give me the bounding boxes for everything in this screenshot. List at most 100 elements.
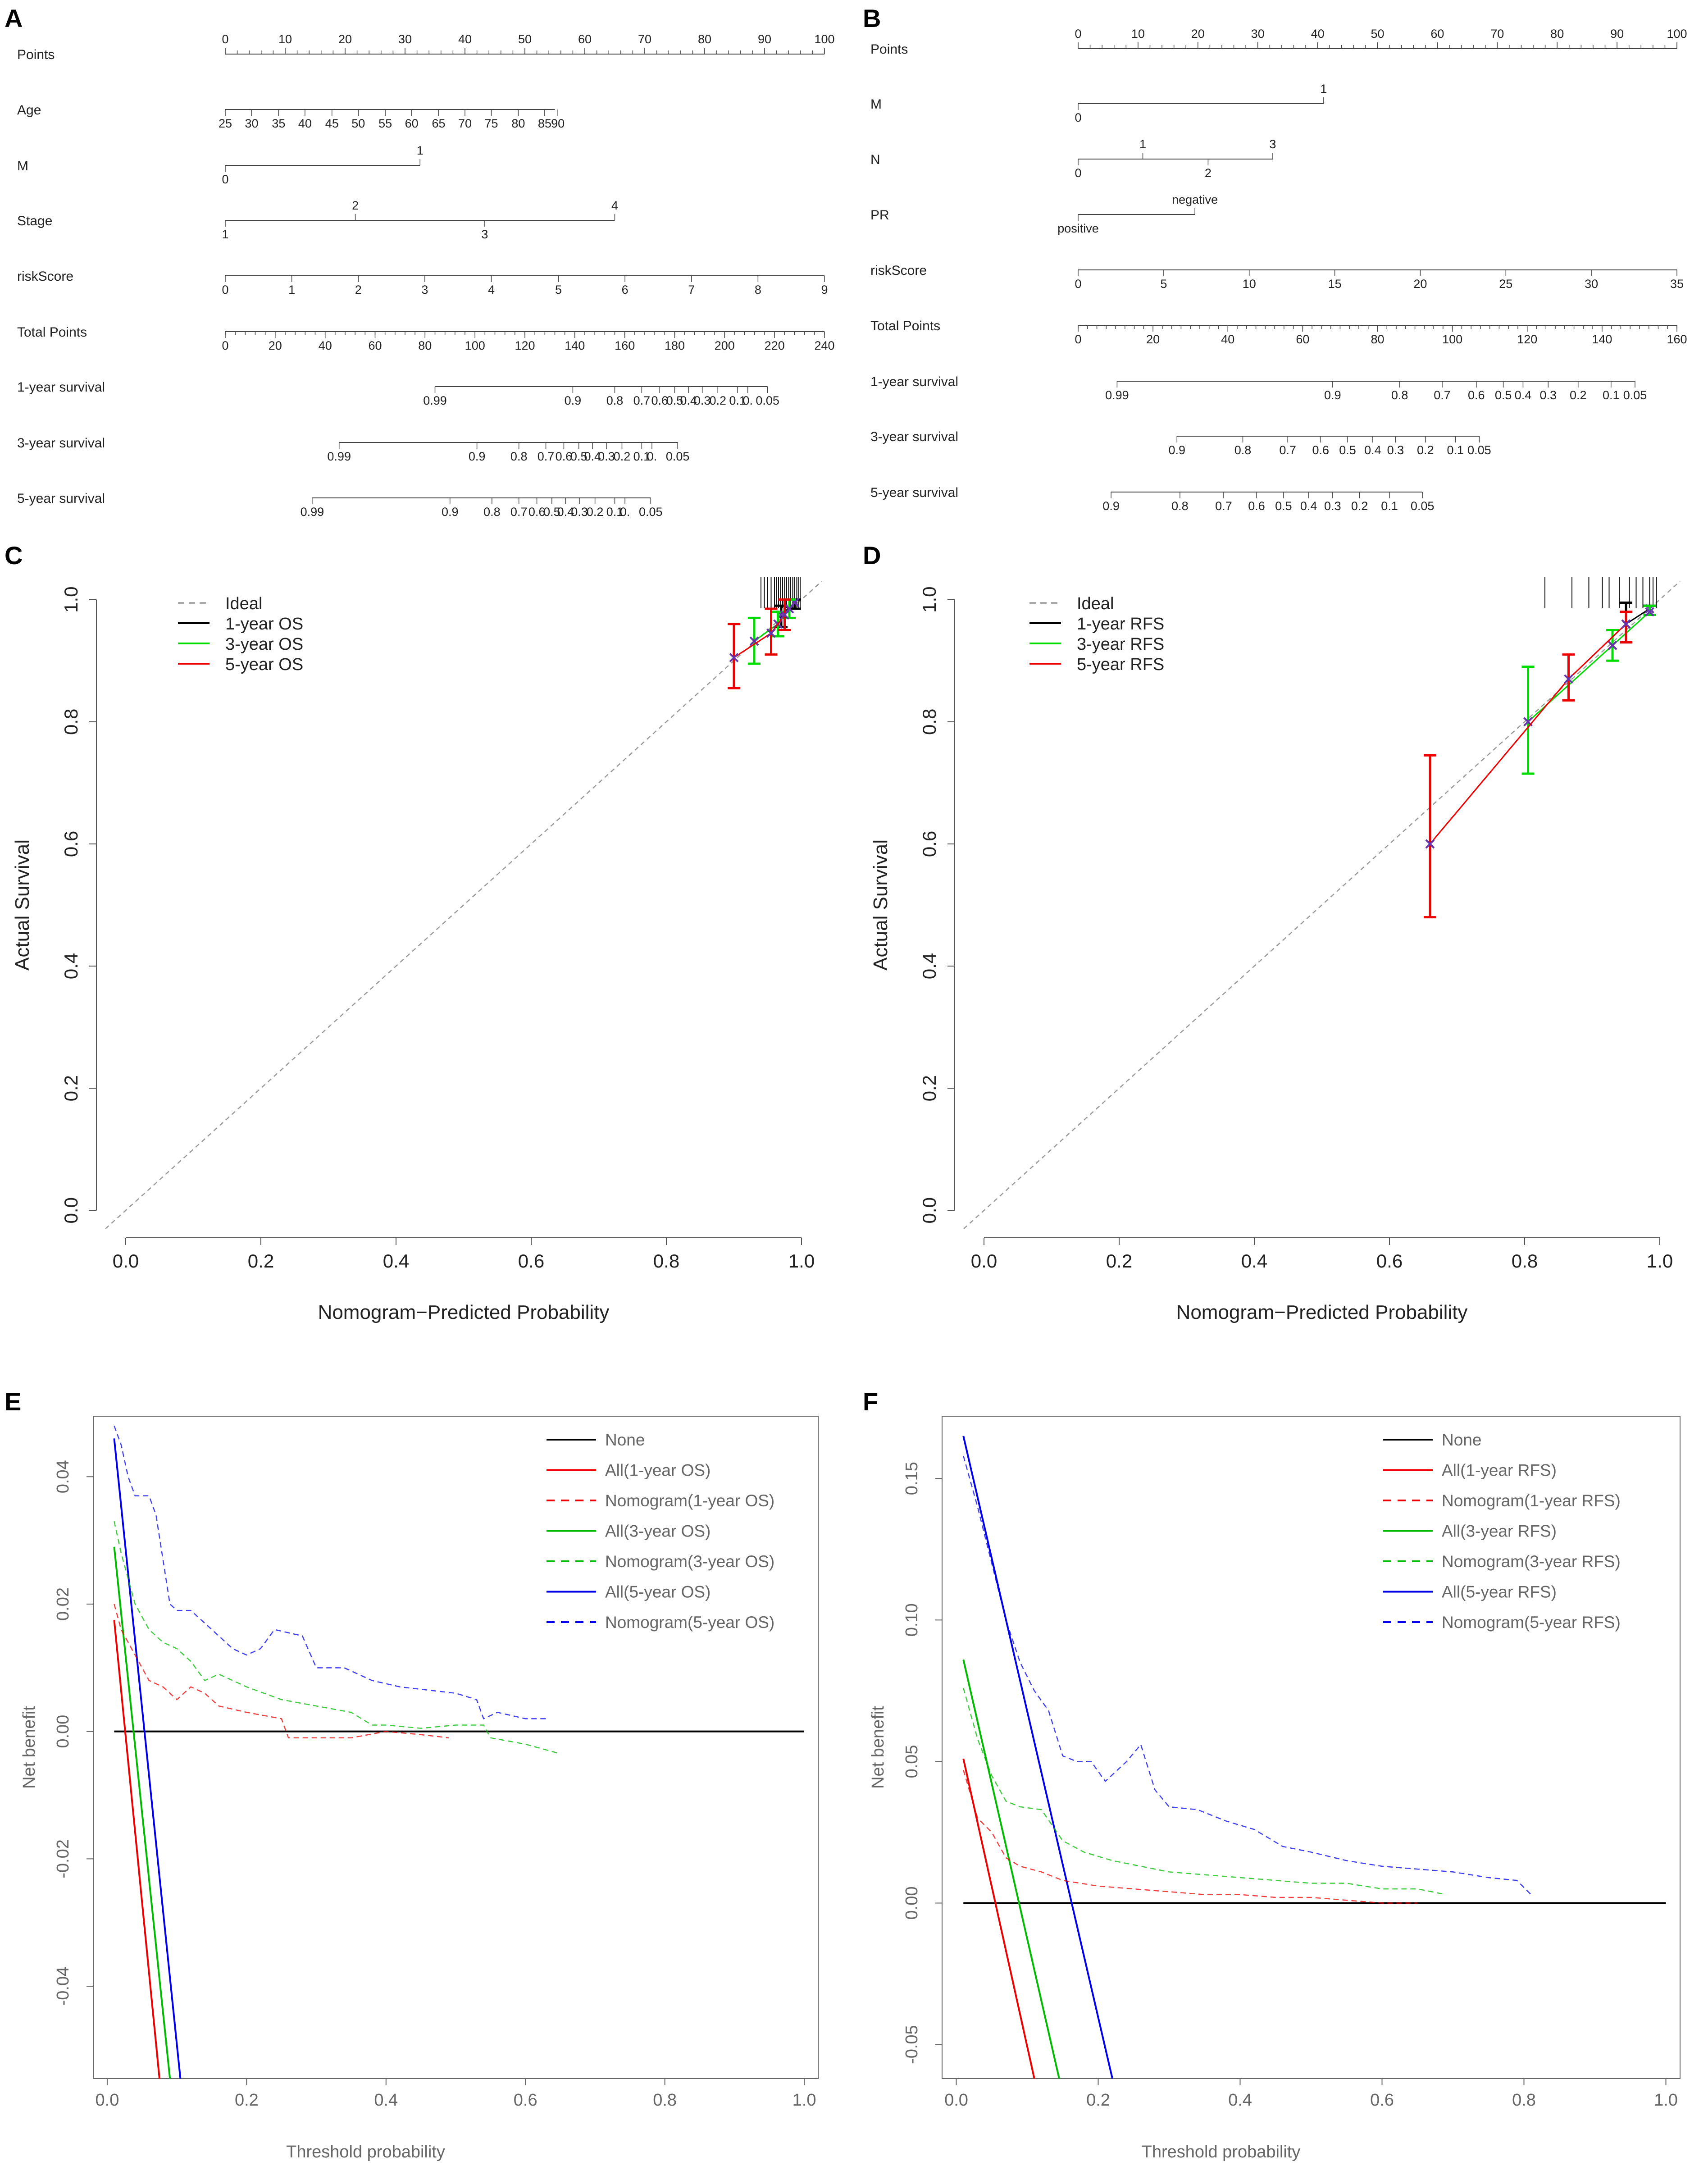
tick-label-n: 2 [1205,166,1212,180]
panel-label-d: D [863,541,881,570]
curve-nomogram-1-year-rfs [963,1769,1418,1904]
y-tick-label: 0.04 [54,1460,73,1493]
tick-label-points: 100 [1667,27,1687,41]
tick-label-5-year-survival: 0.5 [543,505,560,519]
y-tick-label: 0.0 [60,1197,82,1223]
point-marker-3-year-rfs [1645,607,1654,617]
x-tick-label: 0.4 [383,1250,409,1272]
tick-label-total-points: 220 [765,339,785,352]
tick-label-points: 50 [518,32,532,46]
row-label-age: Age [17,103,41,118]
legend-label-none: None [1442,1431,1481,1449]
point-marker-3-year-os [749,636,759,646]
tick-label-1-year-survival: 0.4 [1515,388,1532,402]
tick-label-1-year-survival: 0.3 [1539,388,1557,402]
tick-label-riskscore: 15 [1328,277,1342,291]
legend-label-nomogram-1-year-os: Nomogram(1-year OS) [605,1491,774,1510]
tick-label-1-year-survival: 0.4 [680,394,697,407]
row-label-1-year-survival: 1-year survival [17,380,105,395]
tick-label-points: 60 [1430,27,1444,41]
legend-label-nomogram-1-year-rfs: Nomogram(1-year RFS) [1442,1491,1621,1510]
tick-label-age: 75 [484,117,498,130]
legend-label-all-1-year-rfs: All(1-year RFS) [1442,1461,1557,1480]
tick-label-3-year-survival: 0.4 [1364,443,1381,457]
tick-label-1-year-survival: 0.2 [709,394,726,407]
x-tick-label: 0.8 [653,2091,677,2110]
tick-label-total-points: 160 [1667,333,1687,346]
tick-label-m: 0 [222,173,228,186]
panel-c-calibration-plot: 0.0 0.2 0.4 0.6 0.8 1.0 0.0 0.2 0.4 0.6 0.8 1.0 Nomo… [11,577,822,1323]
tick-label-age: 30 [245,117,258,130]
tick-label-points: 40 [1311,27,1325,41]
tick-label-5-year-survival: 0.9 [1102,499,1120,513]
tick-label-5-year-survival: 0.99 [301,505,324,519]
tick-label-m: 1 [417,144,424,157]
x-tick-label: 0.6 [518,1250,544,1272]
y-tick-label: 0.6 [60,831,82,857]
tick-label-total-points: 100 [1442,333,1462,346]
tick-label-points: 30 [1251,27,1265,41]
y-tick-label: 0.4 [60,953,82,979]
row-label-stage: Stage [17,214,52,228]
legend-label-3-year-os: 3-year OS [225,635,303,654]
tick-label-stage: 4 [611,199,618,212]
tick-label-3-year-survival: 0.99 [327,450,351,463]
tick-label-5-year-survival: 0.6 [528,505,546,519]
point-marker-3-year-os [784,604,794,614]
tick-label-1-year-survival: 0.9 [565,394,582,407]
x-tick-label: 0.6 [1370,2091,1394,2110]
legend-label-1-year-os: 1-year OS [225,615,303,634]
tick-label-points: 70 [1490,27,1504,41]
tick-label-points: 40 [458,32,472,46]
tick-label-points: 0 [222,32,228,46]
row-label-pr: PR [870,208,889,223]
tick-label-1-year-survival: 0.7 [633,394,651,407]
tick-label-3-year-survival: 0. [647,450,657,463]
tick-label-age: 25 [219,117,232,130]
tick-label-age: 50 [351,117,365,130]
tick-label-riskscore: 25 [1499,277,1512,291]
tick-label-5-year-survival: 0.4 [1300,499,1317,513]
y-axis-label: Actual Survival [870,839,892,971]
x-tick-label: 0.0 [971,1250,997,1272]
x-tick-label: 0.6 [514,2091,537,2110]
tick-label-3-year-survival: 0.05 [1467,443,1491,457]
tick-label-3-year-survival: 0.7 [1279,443,1296,457]
tick-label-5-year-survival: 0.2 [1351,499,1368,513]
tick-label-riskscore: 0 [1075,277,1081,291]
tick-label-3-year-survival: 0.3 [598,450,615,463]
plot-frame [942,1416,1681,2079]
tick-label-5-year-survival: 0.4 [557,505,574,519]
tick-label-3-year-survival: 0.9 [469,450,486,463]
plot-frame [93,1416,819,2079]
tick-label-m: 1 [1320,82,1327,96]
x-tick-label: 1.0 [793,2091,816,2110]
tick-label-1-year-survival: 0.1 [1603,388,1620,402]
row-label-m: M [17,159,28,173]
legend-label-ideal: Ideal [225,594,262,613]
x-tick-label: 0.2 [1086,2091,1110,2110]
tick-label-1-year-survival: 0.05 [1623,388,1647,402]
tick-label-3-year-survival: 0.1 [1447,443,1464,457]
plot-area [962,1436,1666,2079]
tick-label-age: 60 [405,117,419,130]
tick-label-1-year-survival: 0.5 [666,394,683,407]
tick-label-total-points: 180 [665,339,685,352]
tick-label-1-year-survival: 0.99 [423,394,447,407]
curve-nomogram-1-year-os [114,1604,449,1739]
tick-label-3-year-survival: 0.6 [556,450,573,463]
y-axis-label: Net benefit [20,1706,39,1789]
row-label-riskscore: riskScore [870,263,927,278]
tick-label-points: 0 [1075,27,1081,41]
y-tick-label: 0.8 [60,709,82,735]
x-tick-label: 1.0 [788,1250,815,1272]
x-tick-label: 0.4 [1241,1250,1267,1272]
tick-label-points: 100 [814,32,834,46]
tick-label-total-points: 20 [269,339,282,352]
y-axis-label: Net benefit [869,1706,888,1789]
tick-label-5-year-survival: 0.1 [1381,499,1398,513]
tick-label-3-year-survival: 0.1 [633,450,651,463]
row-label-1-year-survival: 1-year survival [870,374,958,389]
tick-label-age: 65 [432,117,445,130]
